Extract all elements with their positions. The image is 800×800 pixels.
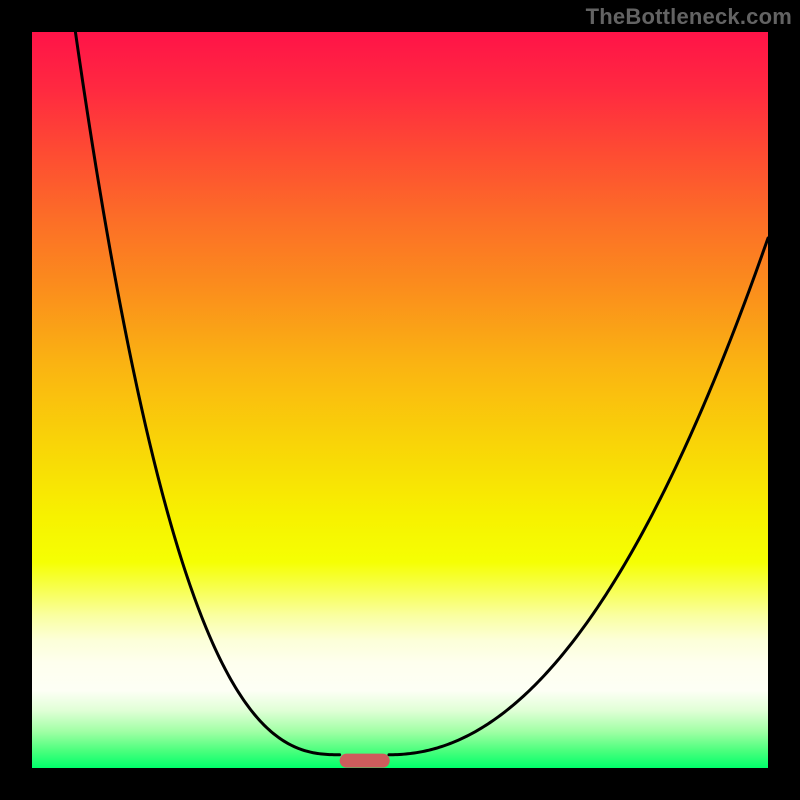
attribution-text: TheBottleneck.com (586, 4, 792, 30)
gradient-background (32, 32, 768, 768)
bottleneck-marker (340, 754, 390, 768)
bottleneck-chart (0, 0, 800, 800)
